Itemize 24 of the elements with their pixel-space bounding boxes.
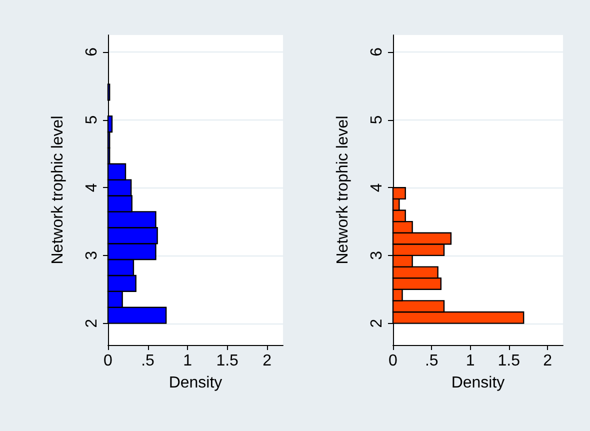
x-tick-label: 0 (388, 352, 398, 370)
y-axis-title: Network trophic level (334, 116, 352, 264)
y-tick-label: 4 (84, 183, 100, 192)
x-axis-title: Density (168, 374, 222, 392)
x-axis-title: Density (451, 374, 505, 392)
x-tick-label: 1 (466, 352, 475, 370)
y-tick-label: 3 (84, 250, 100, 260)
x-tick-label: 2 (543, 352, 552, 370)
y-tick-label: 2 (84, 318, 100, 328)
y-tick-label: 6 (368, 47, 386, 56)
y-axis-title: Network trophic level (50, 116, 66, 264)
x-tick-label: 0 (104, 352, 113, 370)
x-tick-label: 1.5 (216, 352, 239, 370)
y-tick-label: 5 (84, 115, 100, 124)
y-tick-label: 4 (368, 183, 386, 192)
y-tick-label: 2 (368, 318, 386, 328)
y-tick-label: 3 (368, 250, 386, 260)
y-tick-label: 5 (368, 115, 386, 124)
x-tick-label: .5 (141, 352, 155, 370)
y-tick-label: 6 (84, 47, 100, 56)
x-tick-label: 2 (262, 352, 272, 370)
x-tick-label: .5 (424, 352, 438, 370)
x-tick-label: 1.5 (498, 352, 520, 370)
x-tick-label: 1 (183, 352, 192, 370)
